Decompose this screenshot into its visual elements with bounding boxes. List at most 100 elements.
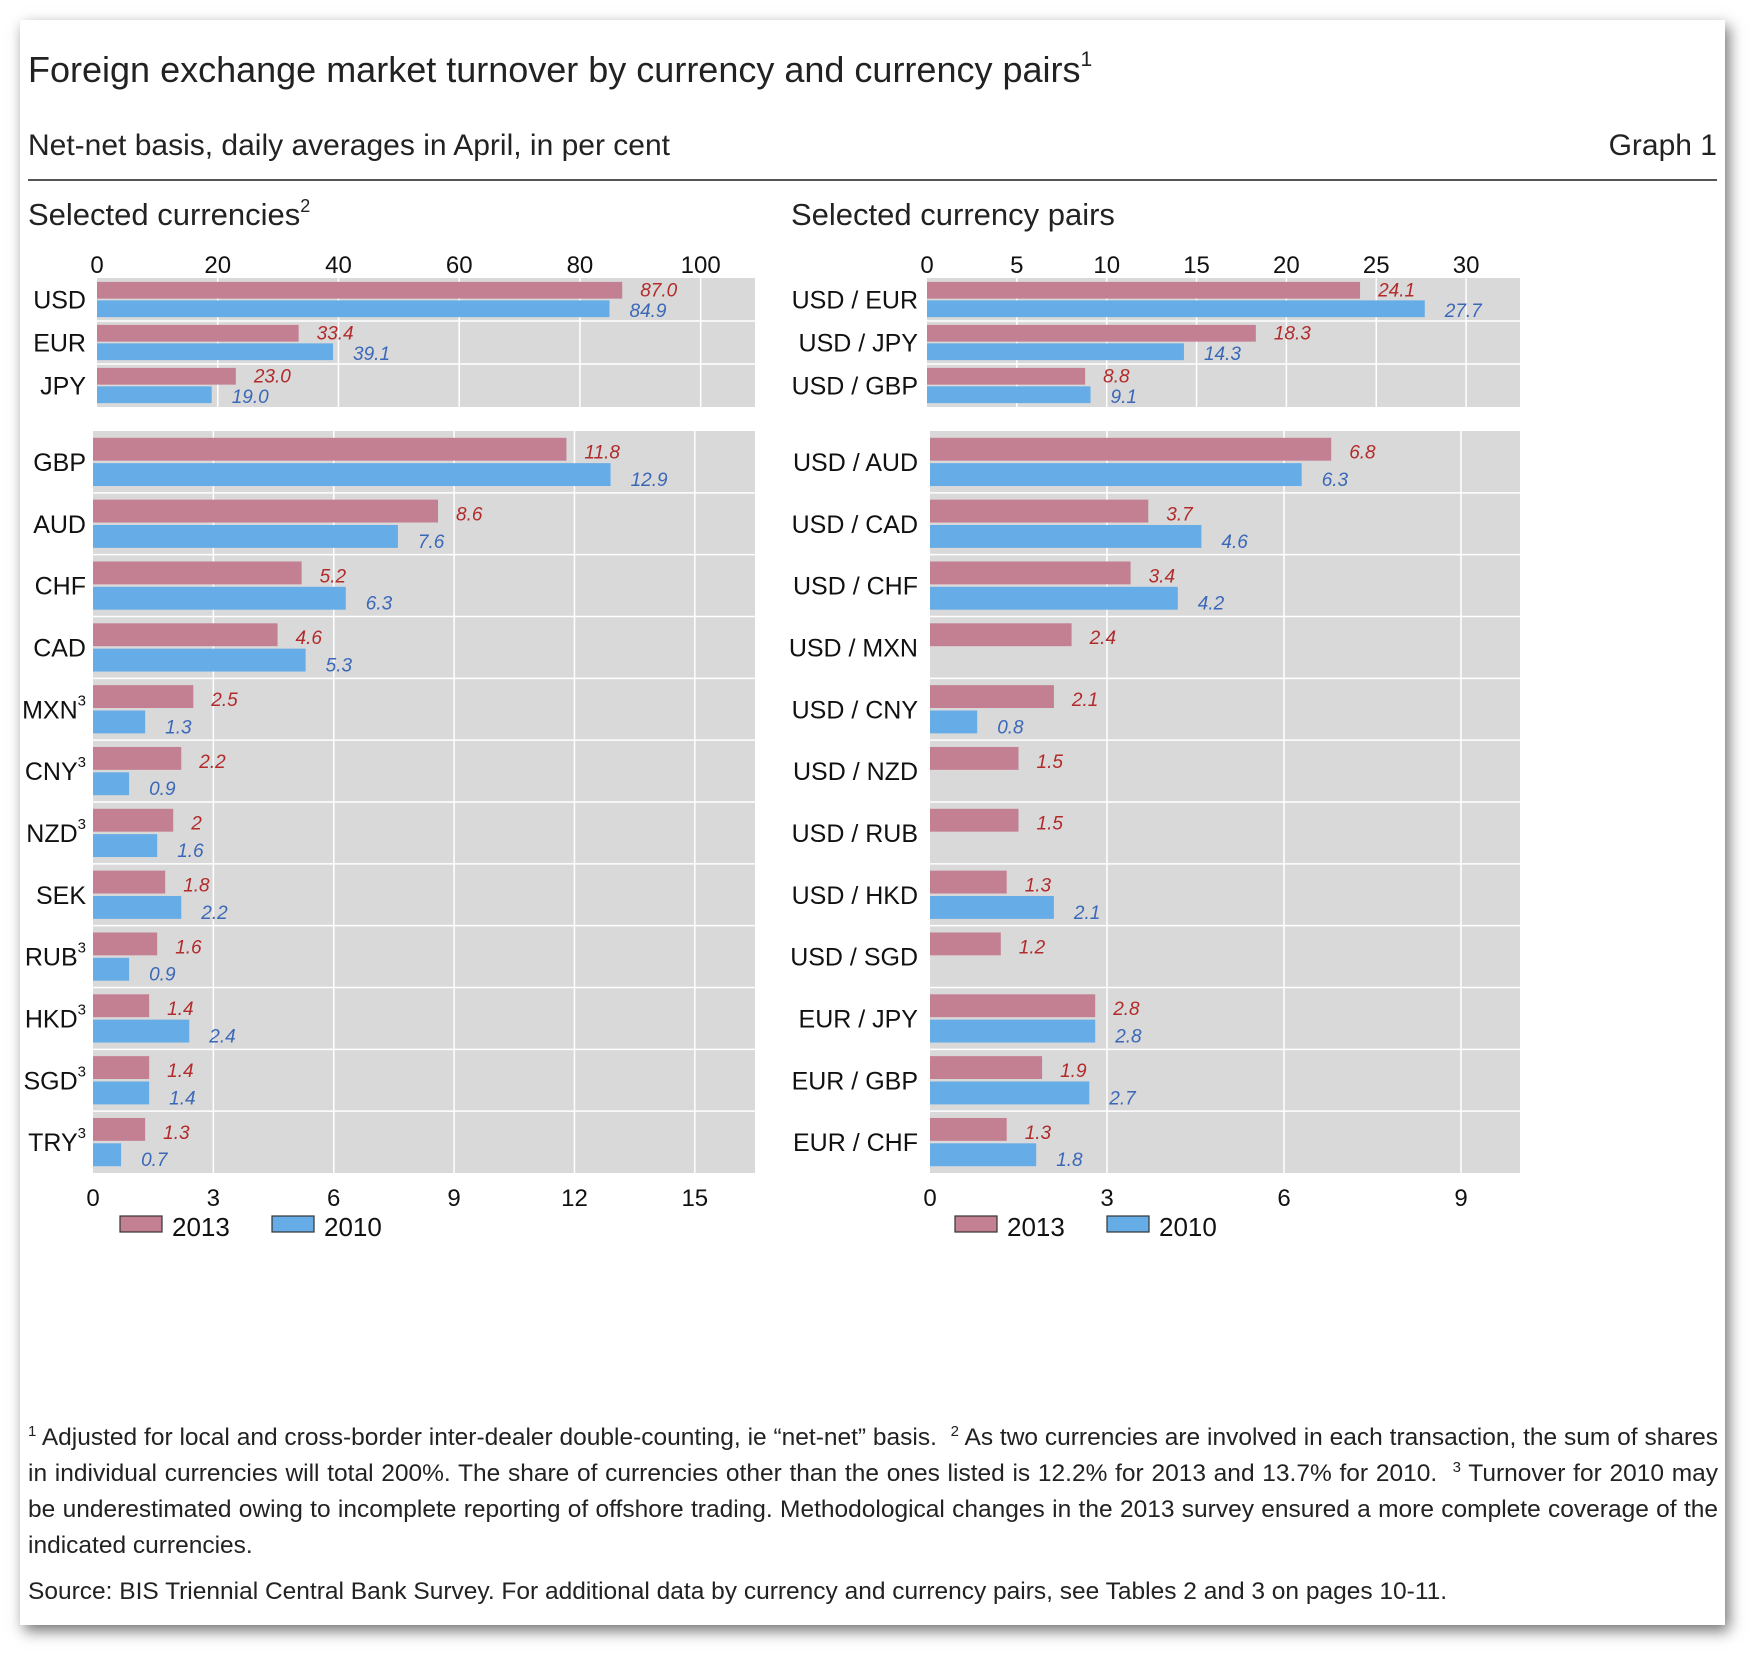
value-label-2013: 33.4	[317, 324, 354, 345]
value-label-2010: 84.9	[630, 301, 667, 322]
subplot-2: 0 3 6 9 12 15 GBP 11.8 12.9 AUD 8.6 7.6 CHF 5.2 6.3 CAD…	[22, 431, 755, 1212]
value-label-2013: 1.5	[1037, 752, 1064, 773]
category-label-text: USD / MXN	[789, 634, 918, 662]
graph-title: Foreign exchange market turnover by curr…	[28, 48, 1092, 90]
tick-label: 0	[920, 252, 933, 279]
value-label-2013: 2.5	[210, 690, 238, 711]
category-label: MXN3	[22, 692, 86, 724]
value-label-2013: 1.2	[1019, 937, 1046, 958]
bar-2013	[93, 437, 567, 461]
category-label-text: USD / SGD	[790, 944, 918, 972]
category-label: NZD3	[26, 816, 86, 848]
category-label-text: USD / CHF	[793, 573, 918, 601]
plot-area	[97, 278, 755, 407]
bar-2013	[930, 870, 1007, 894]
category-label-text: EUR	[33, 330, 86, 358]
bar-2013	[93, 746, 182, 770]
bar-2013	[930, 623, 1072, 647]
bar-2010	[93, 834, 158, 858]
category-label-text: JPY	[40, 373, 86, 401]
bar-2010	[93, 772, 130, 796]
graph-title-sup: 1	[1081, 48, 1093, 71]
legend-swatch-2010	[271, 1215, 315, 1233]
category-label: SGD3	[23, 1063, 86, 1095]
bar-2010	[930, 586, 1178, 610]
value-label-2013: 2.2	[198, 752, 226, 773]
bar-2010	[93, 463, 611, 487]
footnote-2: As two currencies are involved in each t…	[28, 1424, 1718, 1487]
panel-title-sup: 2	[300, 196, 310, 216]
source-note: Source: BIS Triennial Central Bank Surve…	[28, 1578, 1448, 1605]
bar-2013	[930, 561, 1131, 585]
tick-label: 3	[207, 1185, 220, 1212]
subplot-1: 0 5 10 15 20 25 30 USD / EUR 24.1 27.7 USD / JPY 18…	[792, 252, 1520, 408]
legend: 2013 2010	[954, 1212, 1217, 1242]
category-label: JPY	[40, 373, 86, 401]
bar-2013	[93, 994, 150, 1018]
category-label: USD / RUB	[792, 820, 918, 848]
bar-2010	[930, 895, 1054, 919]
legend-label-2013: 2013	[172, 1212, 230, 1242]
bar-2013	[930, 437, 1332, 461]
legend: 2013 2010	[119, 1212, 382, 1242]
bar-2010	[93, 957, 130, 981]
bar-2010	[97, 300, 610, 318]
category-label-sup: 3	[78, 1125, 86, 1142]
value-label-2013: 24.1	[1377, 281, 1415, 302]
legend-swatch-2013	[119, 1215, 163, 1233]
category-label: EUR / JPY	[799, 1005, 919, 1033]
category-label: EUR / GBP	[792, 1067, 918, 1095]
tick-label: 9	[1454, 1185, 1467, 1212]
bar-2010	[930, 1019, 1096, 1043]
category-label-text: TRY	[28, 1129, 78, 1157]
tick-label: 25	[1363, 252, 1390, 279]
category-label-text: USD / RUB	[792, 820, 918, 848]
category-label: USD / HKD	[792, 882, 918, 910]
bar-2010	[93, 710, 146, 734]
panel-title: Selected currencies2	[28, 196, 310, 232]
value-label-2013: 1.4	[167, 1061, 193, 1082]
value-label-2013: 3.4	[1149, 566, 1175, 587]
category-label-text: USD / AUD	[793, 449, 918, 477]
value-label-2013: 2.4	[1089, 628, 1116, 649]
value-label-2013: 1.3	[1025, 876, 1052, 897]
graph-subtitle: Net-net basis, daily averages in April, …	[28, 129, 671, 162]
category-label: EUR	[33, 330, 86, 358]
tick-label: 80	[567, 252, 594, 279]
value-label-2010: 4.6	[1221, 532, 1248, 553]
value-label-2010: 1.8	[1056, 1150, 1083, 1171]
bar-2010	[930, 710, 978, 734]
bar-2013	[93, 1117, 146, 1141]
value-label-2013: 2	[190, 814, 202, 835]
category-label: USD / NZD	[793, 758, 918, 786]
footnote-3: Turnover for 2010 may be underestimated …	[28, 1460, 1718, 1559]
category-label-text: EUR / GBP	[792, 1067, 918, 1095]
category-label-sup: 3	[78, 816, 86, 833]
category-label: USD / CAD	[792, 511, 918, 539]
value-label-2010: 39.1	[353, 344, 390, 365]
category-label-text: SGD	[23, 1067, 77, 1095]
category-label-text: RUB	[25, 944, 78, 972]
footnote-3-mark: 3	[1452, 1458, 1461, 1476]
legend-swatch-2013	[954, 1215, 998, 1233]
legend-label-2010: 2010	[1159, 1212, 1217, 1242]
bar-2013	[927, 281, 1361, 299]
category-label-sup: 3	[78, 1001, 86, 1018]
category-label: USD / CNY	[792, 696, 919, 724]
category-label: CNY3	[25, 754, 86, 786]
bar-2013	[93, 561, 302, 585]
bar-2013	[97, 367, 236, 385]
category-label-sup: 3	[78, 754, 86, 771]
tick-label: 0	[90, 252, 103, 279]
tick-label: 15	[1183, 252, 1210, 279]
bar-2010	[93, 1019, 190, 1043]
value-label-2010: 2.8	[1114, 1027, 1142, 1048]
value-label-2010: 2.4	[208, 1027, 235, 1048]
tick-label: 100	[681, 252, 721, 279]
category-label: USD / AUD	[793, 449, 918, 477]
footnote-1: Adjusted for local and cross-border inte…	[41, 1424, 937, 1451]
category-label: USD / GBP	[792, 373, 918, 401]
footnote-2-mark: 2	[950, 1422, 959, 1440]
value-label-2010: 0.9	[149, 965, 176, 986]
value-label-2013: 3.7	[1166, 505, 1194, 526]
